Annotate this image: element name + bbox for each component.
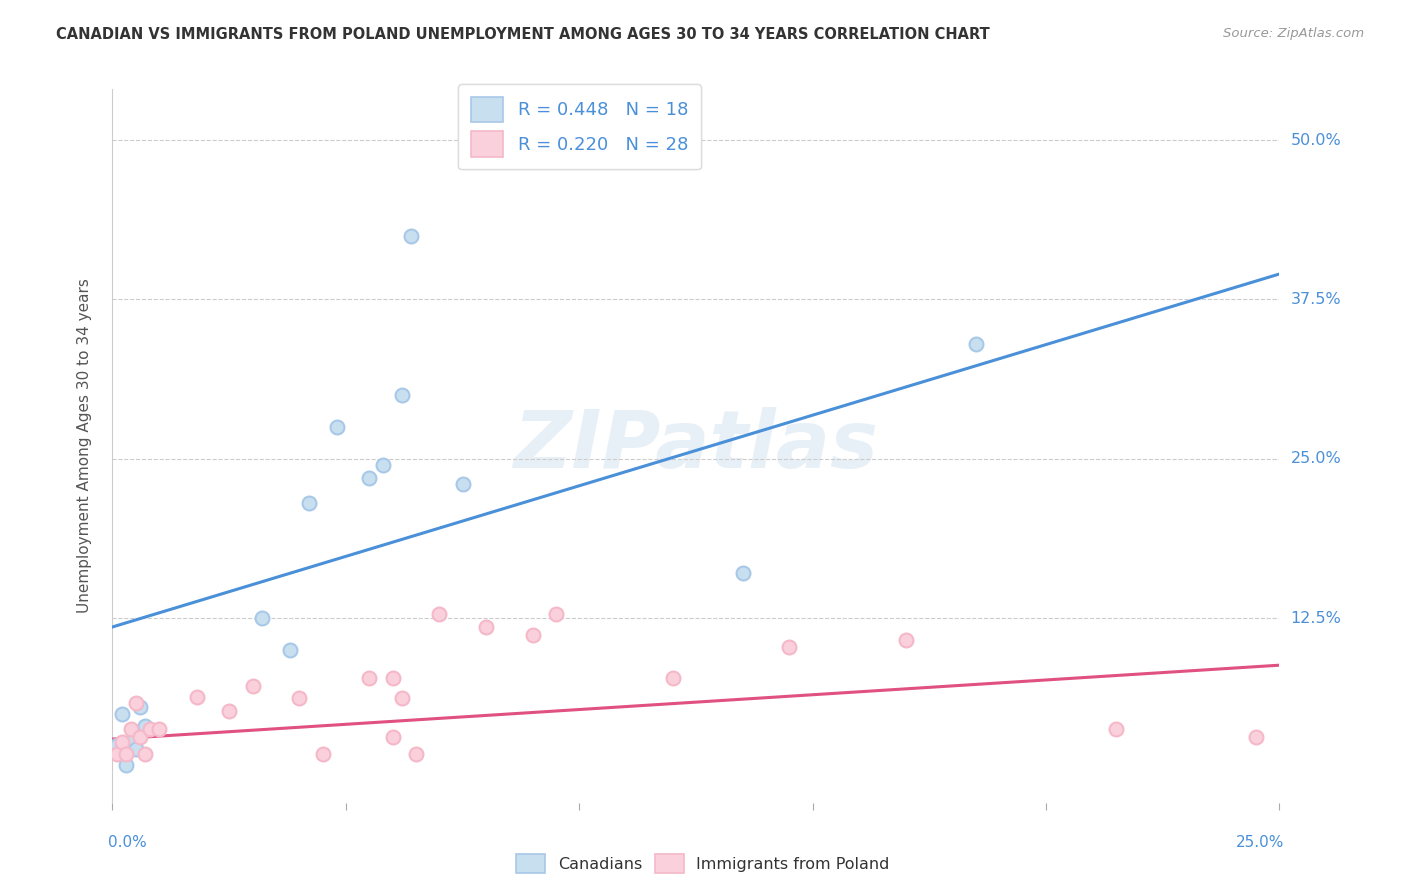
Point: [297, 496, 319, 510]
Point: [115, 747, 138, 762]
Text: 12.5%: 12.5%: [1291, 610, 1341, 625]
Text: 37.5%: 37.5%: [1291, 292, 1341, 307]
Point: [129, 700, 152, 714]
Point: [731, 566, 754, 581]
Point: [391, 388, 413, 402]
Point: [242, 679, 264, 693]
Point: [250, 611, 273, 625]
Point: [325, 420, 347, 434]
Text: 25.0%: 25.0%: [1236, 835, 1284, 850]
Point: [381, 671, 404, 685]
Point: [1105, 722, 1128, 736]
Point: [125, 697, 148, 711]
Point: [522, 627, 544, 641]
Text: CANADIAN VS IMMIGRANTS FROM POLAND UNEMPLOYMENT AMONG AGES 30 TO 34 YEARS CORREL: CANADIAN VS IMMIGRANTS FROM POLAND UNEMP…: [56, 27, 990, 42]
Y-axis label: Unemployment Among Ages 30 to 34 years: Unemployment Among Ages 30 to 34 years: [77, 278, 91, 614]
Point: [778, 640, 800, 655]
Point: [399, 228, 422, 243]
Point: [148, 722, 170, 736]
Point: [139, 722, 162, 736]
Point: [125, 742, 148, 756]
Point: [311, 747, 333, 762]
Point: [894, 632, 917, 647]
Legend: Canadians, Immigrants from Poland: Canadians, Immigrants from Poland: [510, 847, 896, 880]
Point: [186, 690, 208, 704]
Text: 25.0%: 25.0%: [1291, 451, 1341, 467]
Point: [134, 747, 156, 762]
Point: [381, 730, 404, 744]
Point: [427, 607, 450, 622]
Point: [111, 706, 134, 721]
Point: [544, 607, 567, 622]
Point: [120, 734, 142, 748]
Point: [475, 620, 498, 634]
Point: [129, 730, 152, 744]
Point: [120, 722, 142, 736]
Point: [451, 477, 474, 491]
Text: 50.0%: 50.0%: [1291, 133, 1341, 148]
Point: [134, 719, 156, 733]
Point: [965, 337, 987, 351]
Point: [1244, 730, 1267, 744]
Point: [115, 757, 138, 772]
Text: ZIPatlas: ZIPatlas: [513, 407, 879, 485]
Point: [105, 747, 128, 762]
Point: [278, 643, 301, 657]
Text: 0.0%: 0.0%: [108, 835, 146, 850]
Text: Source: ZipAtlas.com: Source: ZipAtlas.com: [1223, 27, 1364, 40]
Point: [391, 691, 413, 706]
Point: [288, 691, 311, 706]
Point: [359, 671, 381, 685]
Point: [373, 458, 395, 472]
Point: [111, 734, 134, 748]
Point: [105, 739, 128, 753]
Point: [218, 704, 240, 718]
Point: [661, 671, 683, 685]
Point: [359, 471, 381, 485]
Legend: R = 0.448   N = 18, R = 0.220   N = 28: R = 0.448 N = 18, R = 0.220 N = 28: [458, 84, 700, 169]
Point: [405, 747, 427, 762]
